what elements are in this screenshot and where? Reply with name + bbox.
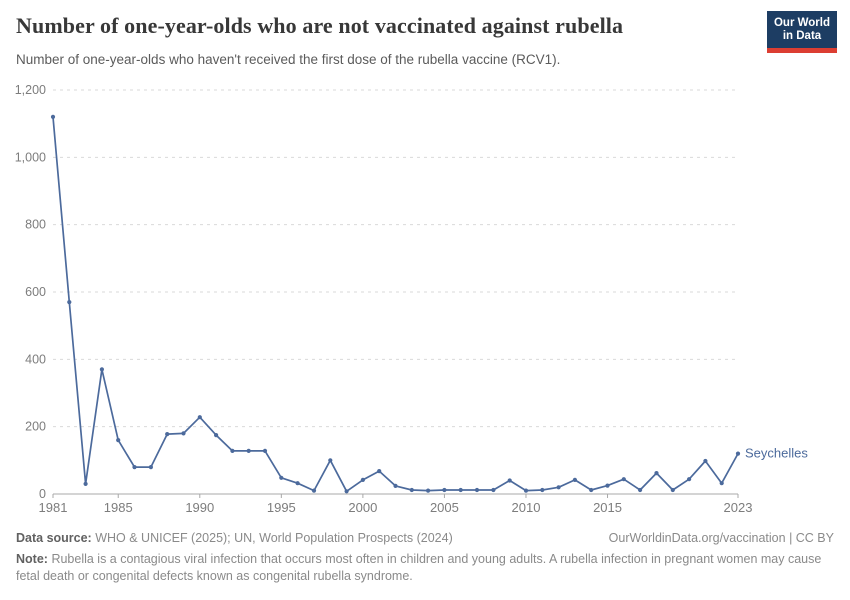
chart-subtitle: Number of one-year-olds who haven't rece… xyxy=(16,52,561,67)
owid-logo-text: Our World in Data xyxy=(767,11,837,48)
data-point[interactable] xyxy=(311,488,317,493)
data-point[interactable] xyxy=(83,481,88,486)
data-point[interactable] xyxy=(148,465,153,470)
y-axis-tick-label: 1,200 xyxy=(15,83,46,97)
y-axis-tick-label: 200 xyxy=(25,420,46,434)
x-axis-tick-label: 2005 xyxy=(430,500,459,515)
license-link[interactable]: OurWorldinData.org/vaccination | CC BY xyxy=(608,531,834,545)
data-point[interactable] xyxy=(654,471,659,476)
data-point[interactable] xyxy=(295,481,300,486)
x-axis-tick-label: 2023 xyxy=(724,500,753,515)
data-source-text: WHO & UNICEF (2025); UN, World Populatio… xyxy=(95,531,453,545)
x-axis-tick-label: 2010 xyxy=(512,500,541,515)
line-chart[interactable]: 0 200 400 600 800 1,000 1,200 1981 1985 1990 1995 2… xyxy=(0,0,850,525)
data-point[interactable] xyxy=(99,367,104,372)
data-point[interactable] xyxy=(540,487,545,493)
series-line-seychelles[interactable] xyxy=(52,116,739,493)
data-point[interactable] xyxy=(230,448,235,453)
series-end-label[interactable]: Seychelles xyxy=(745,446,808,461)
data-point[interactable] xyxy=(621,477,626,482)
data-point[interactable] xyxy=(262,448,268,453)
data-point[interactable] xyxy=(556,485,561,490)
x-axis-tick-label: 1995 xyxy=(267,500,296,515)
page-title: Number of one-year-olds who are not vacc… xyxy=(16,13,624,38)
x-axis-tick-label: 1981 xyxy=(39,500,68,515)
data-point[interactable] xyxy=(132,465,137,470)
data-point[interactable] xyxy=(360,477,365,482)
data-point[interactable] xyxy=(197,415,202,420)
data-source: Data source: WHO & UNICEF (2025); UN, Wo… xyxy=(16,530,453,547)
data-point[interactable] xyxy=(377,469,382,474)
data-point[interactable] xyxy=(491,487,496,493)
data-point[interactable] xyxy=(279,475,284,480)
data-point[interactable] xyxy=(670,487,675,493)
x-axis-tick-label: 1990 xyxy=(185,500,214,515)
data-point[interactable] xyxy=(409,487,414,493)
owid-logo-red-bar xyxy=(767,48,837,53)
data-point[interactable] xyxy=(442,487,447,493)
owid-logo: Our World in Data xyxy=(767,11,837,53)
data-point[interactable] xyxy=(328,458,333,463)
chart-footer: Data source: WHO & UNICEF (2025); UN, Wo… xyxy=(16,530,834,585)
data-point[interactable] xyxy=(605,483,610,488)
data-point[interactable] xyxy=(589,487,594,493)
data-source-label: Data source: xyxy=(16,531,92,545)
note-label: Note: xyxy=(16,552,48,566)
data-point[interactable] xyxy=(116,438,121,443)
data-point[interactable] xyxy=(687,477,692,482)
data-point[interactable] xyxy=(458,487,463,493)
data-point[interactable] xyxy=(474,487,480,493)
data-point[interactable] xyxy=(426,488,431,493)
data-point[interactable] xyxy=(703,458,708,464)
data-point[interactable] xyxy=(246,448,251,453)
data-point[interactable] xyxy=(523,488,529,493)
data-point[interactable] xyxy=(165,432,170,437)
data-point[interactable] xyxy=(638,487,643,493)
data-point[interactable] xyxy=(572,477,578,482)
data-point[interactable] xyxy=(507,478,512,483)
data-point[interactable] xyxy=(50,114,56,119)
data-point[interactable] xyxy=(67,300,72,305)
data-point[interactable] xyxy=(735,451,741,456)
x-axis-tick-label: 2015 xyxy=(593,500,622,515)
x-axis-tick-label: 2000 xyxy=(348,500,377,515)
y-axis-tick-label: 1,000 xyxy=(15,150,46,164)
data-point[interactable] xyxy=(181,431,186,436)
y-axis-tick-label: 0 xyxy=(39,487,46,501)
x-axis-tick-label: 1985 xyxy=(104,500,133,515)
note-text: Rubella is a contagious viral infection … xyxy=(16,552,822,583)
y-axis-tick-label: 800 xyxy=(25,218,46,232)
data-point[interactable] xyxy=(393,483,398,488)
y-axis-tick-label: 400 xyxy=(25,352,46,366)
data-point[interactable] xyxy=(719,481,724,486)
y-axis-tick-label: 600 xyxy=(25,285,46,299)
data-point[interactable] xyxy=(214,433,219,438)
data-point[interactable] xyxy=(344,489,349,494)
